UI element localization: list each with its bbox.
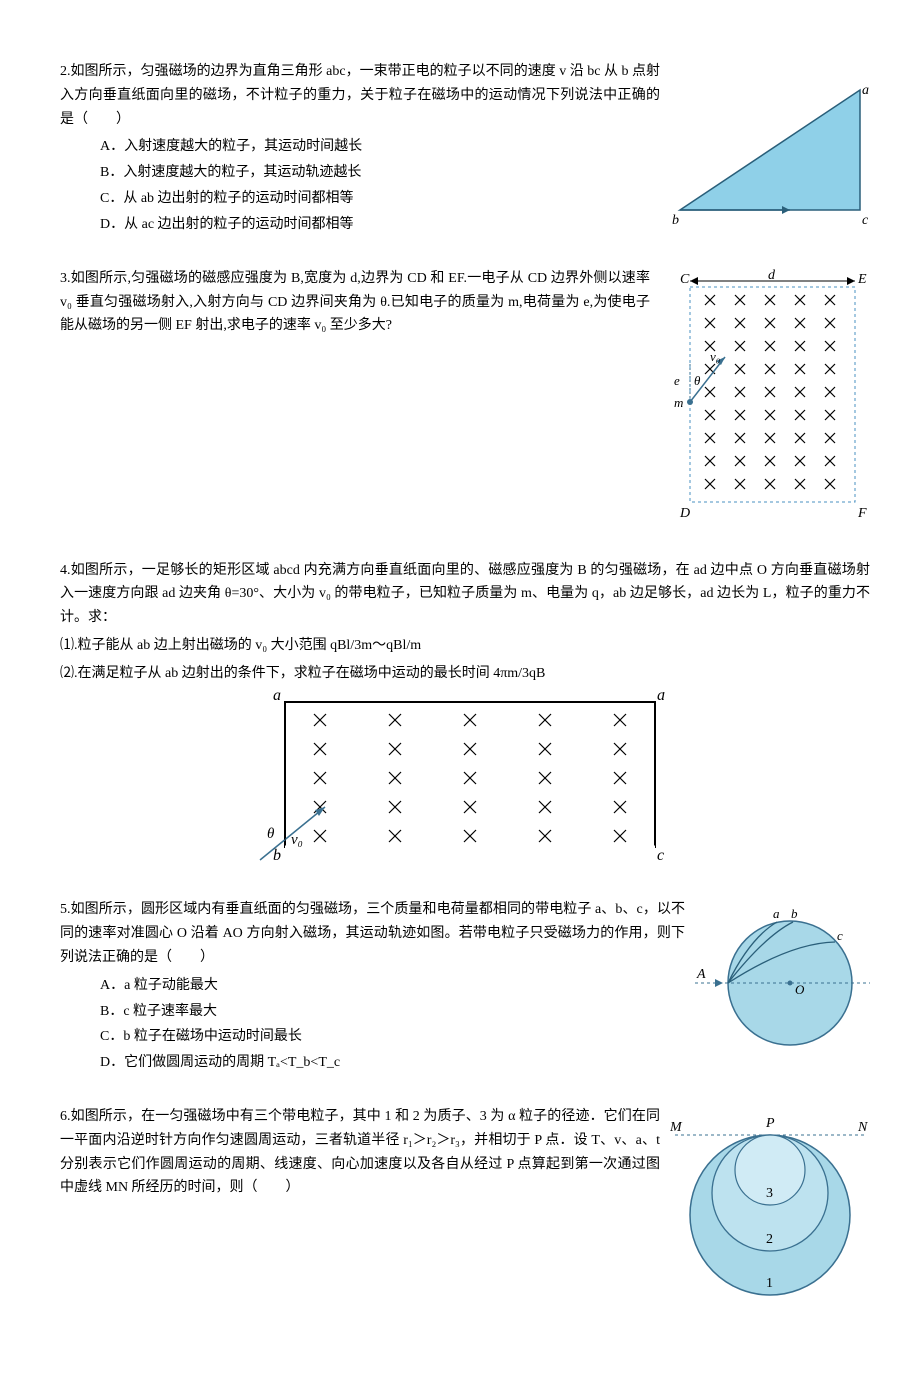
- label-c: c: [837, 928, 843, 943]
- label-c: c: [862, 213, 869, 228]
- q5-figure: A a b c O: [695, 898, 870, 1062]
- label-O: O: [795, 982, 805, 997]
- label-P: P: [765, 1116, 775, 1131]
- rect-field-figure: a d b c θ v₀: [255, 692, 675, 862]
- label-b: b: [672, 213, 679, 228]
- label-d: d: [657, 692, 666, 704]
- label-theta: θ: [694, 373, 701, 388]
- label-E: E: [857, 272, 867, 287]
- tangent-circles-figure: M N P 3 2 1: [670, 1105, 870, 1300]
- question-4: 4.如图所示，一足够长的矩形区域 abcd 内充满方向垂直纸面向里的、磁感应强度…: [60, 559, 870, 871]
- label-D: D: [679, 506, 690, 521]
- label-d: d: [768, 268, 776, 283]
- label-M: M: [670, 1120, 683, 1135]
- label-m: m: [674, 395, 683, 410]
- question-6: M N P 3 2 1 6.如图所示，在一匀强磁场中有三个带电粒子，其中 1 和…: [60, 1105, 870, 1309]
- label-C: C: [680, 272, 690, 287]
- label-2: 2: [766, 1232, 773, 1247]
- label-e: e: [674, 373, 680, 388]
- label-theta: θ: [267, 826, 275, 842]
- label-a: a: [862, 83, 869, 98]
- question-2: a b c 2.如图所示，匀强磁场的边界为直角三角形 abc，一束带正电的粒子以…: [60, 60, 870, 239]
- label-v0: v₀: [710, 349, 720, 364]
- label-A: A: [696, 967, 706, 982]
- question-3: d C E: [60, 267, 870, 531]
- triangle-figure: a b c: [670, 80, 870, 230]
- q4-figure: a d b c θ v₀: [60, 692, 870, 871]
- q4-stem: 4.如图所示，一足够长的矩形区域 abcd 内充满方向垂直纸面向里的、磁感应强度…: [60, 559, 870, 630]
- q6-figure: M N P 3 2 1: [670, 1105, 870, 1309]
- label-a: a: [773, 906, 780, 921]
- circle-field-figure: A a b c O: [695, 898, 870, 1053]
- q3-figure: d C E: [660, 267, 870, 531]
- question-5: A a b c O 5.如图所示，圆形区域内有垂直纸面的匀强磁场，三个质量和电荷…: [60, 898, 870, 1077]
- label-c: c: [657, 847, 664, 862]
- field-region-figure: d C E: [660, 267, 870, 522]
- q4-sub1: ⑴.粒子能从 ab 边上射出磁场的 v₀ 大小范围 qBl/3m～qBl/m: [60, 634, 870, 658]
- label-b: b: [273, 847, 281, 862]
- label-b: b: [791, 906, 798, 921]
- label-1: 1: [766, 1276, 773, 1291]
- label-a: a: [273, 692, 281, 704]
- label-F: F: [857, 506, 867, 521]
- q4-sub2: ⑵.在满足粒子从 ab 边射出的条件下，求粒子在磁场中运动的最长时间 4πm/3…: [60, 662, 870, 686]
- q2-figure: a b c: [670, 80, 870, 239]
- label-N: N: [857, 1120, 868, 1135]
- label-3: 3: [766, 1186, 773, 1201]
- label-v0: v₀: [291, 832, 303, 848]
